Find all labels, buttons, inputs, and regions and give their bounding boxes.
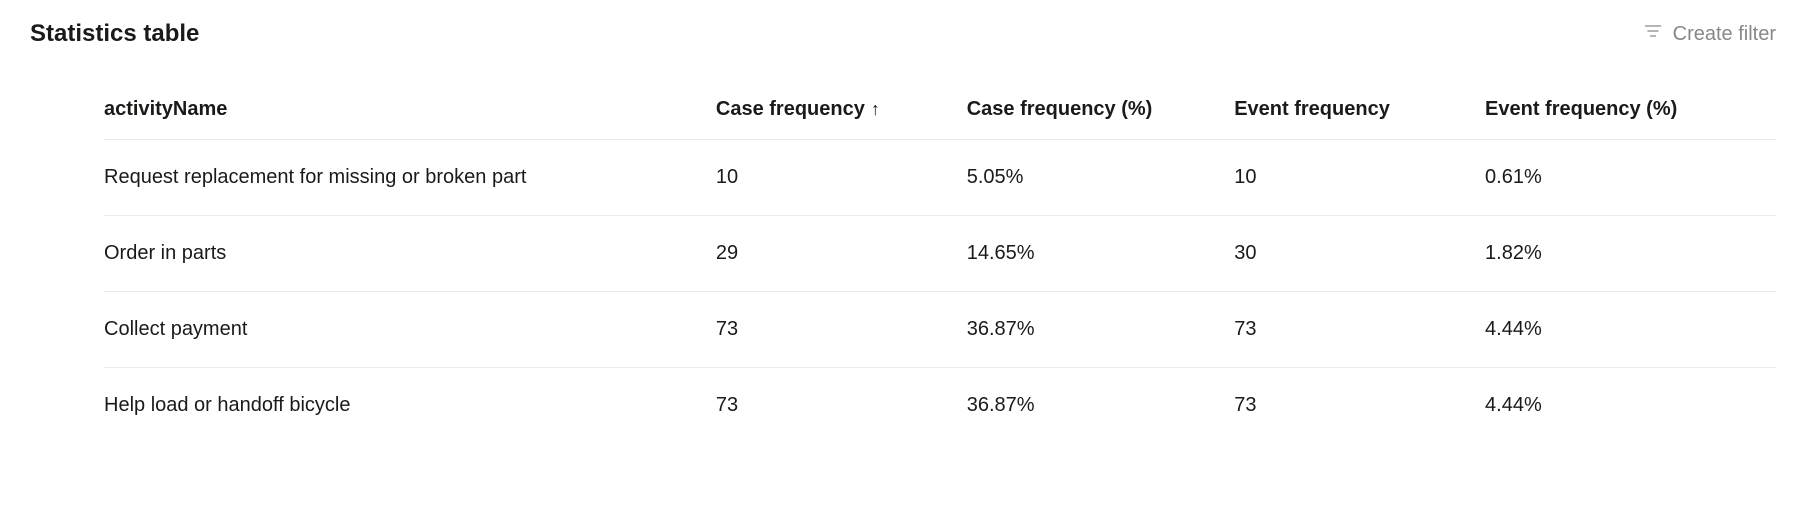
column-header-event-frequency[interactable]: Event frequency	[1224, 84, 1475, 140]
page-title: Statistics table	[30, 20, 199, 48]
cell-case-frequency: 29	[706, 216, 957, 292]
cell-case-frequency-pct: 36.87%	[957, 292, 1225, 368]
cell-event-frequency-pct: 0.61%	[1475, 140, 1776, 216]
column-header-case-frequency-pct[interactable]: Case frequency (%)	[957, 84, 1225, 140]
statistics-table: activityName Case frequency ↑ Case freque…	[104, 84, 1776, 443]
cell-activityname: Collect payment	[104, 292, 706, 368]
cell-case-frequency: 73	[706, 292, 957, 368]
cell-event-frequency: 73	[1224, 292, 1475, 368]
cell-case-frequency-pct: 5.05%	[957, 140, 1225, 216]
cell-event-frequency-pct: 1.82%	[1475, 216, 1776, 292]
table-row[interactable]: Request replacement for missing or broke…	[104, 140, 1776, 216]
column-header-label: Case frequency (%)	[967, 98, 1153, 120]
create-filter-label: Create filter	[1673, 23, 1776, 46]
table-header-row: activityName Case frequency ↑ Case freque…	[104, 84, 1776, 140]
table-row[interactable]: Collect payment 73 36.87% 73 4.44%	[104, 292, 1776, 368]
cell-event-frequency: 73	[1224, 368, 1475, 444]
table-row[interactable]: Help load or handoff bicycle 73 36.87% 7…	[104, 368, 1776, 444]
cell-case-frequency: 10	[706, 140, 957, 216]
column-header-label: Event frequency (%)	[1485, 98, 1677, 120]
column-header-label: Event frequency	[1234, 98, 1390, 120]
sort-ascending-icon: ↑	[871, 99, 880, 120]
cell-event-frequency-pct: 4.44%	[1475, 368, 1776, 444]
column-header-label: activityName	[104, 98, 227, 120]
column-header-activityname[interactable]: activityName	[104, 84, 706, 140]
table-row[interactable]: Order in parts 29 14.65% 30 1.82%	[104, 216, 1776, 292]
cell-case-frequency-pct: 14.65%	[957, 216, 1225, 292]
create-filter-button[interactable]: Create filter	[1643, 21, 1776, 47]
cell-activityname: Help load or handoff bicycle	[104, 368, 706, 444]
cell-event-frequency: 30	[1224, 216, 1475, 292]
column-header-label: Case frequency	[716, 98, 865, 120]
cell-event-frequency-pct: 4.44%	[1475, 292, 1776, 368]
cell-case-frequency-pct: 36.87%	[957, 368, 1225, 444]
cell-activityname: Request replacement for missing or broke…	[104, 140, 706, 216]
column-header-case-frequency[interactable]: Case frequency ↑	[706, 84, 957, 140]
cell-event-frequency: 10	[1224, 140, 1475, 216]
filter-icon	[1643, 21, 1663, 47]
cell-case-frequency: 73	[706, 368, 957, 444]
header-row: Statistics table Create filter	[30, 20, 1776, 48]
statistics-table-container: activityName Case frequency ↑ Case freque…	[30, 84, 1776, 443]
column-header-event-frequency-pct[interactable]: Event frequency (%)	[1475, 84, 1776, 140]
cell-activityname: Order in parts	[104, 216, 706, 292]
